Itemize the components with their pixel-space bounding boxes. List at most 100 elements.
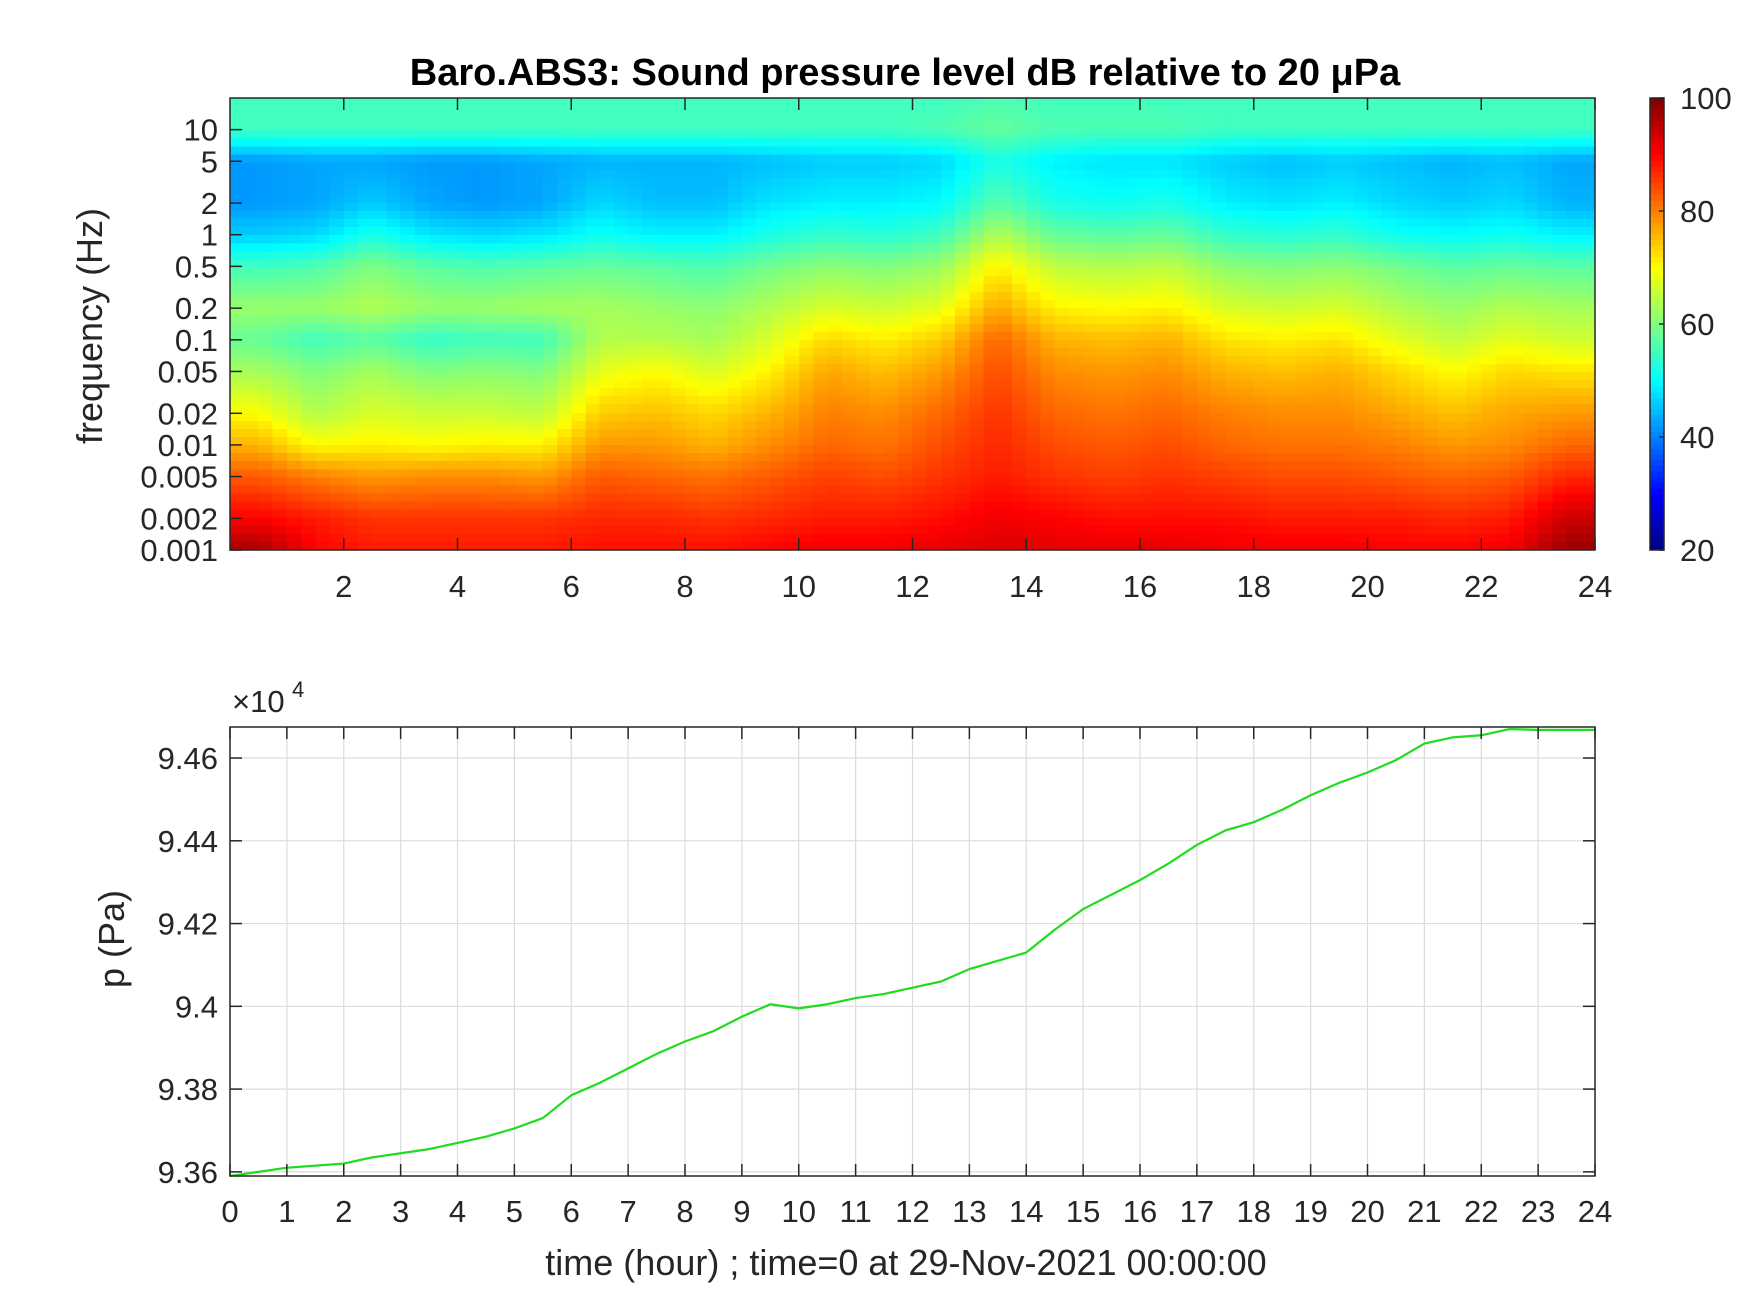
spectrogram-cell	[372, 251, 388, 261]
spectrogram-cell	[244, 138, 260, 148]
spectrogram-cell	[1438, 283, 1454, 293]
spectrogram-cell	[670, 445, 686, 454]
spectrogram-cell	[798, 493, 814, 503]
spectrogram-cell	[571, 98, 587, 107]
spectrogram-cell	[500, 227, 515, 236]
spectrogram-cell	[656, 412, 672, 422]
spectrogram-cell	[798, 227, 814, 236]
spectrogram-cell	[386, 194, 402, 204]
spectrogram-cell	[741, 501, 757, 511]
spectrogram-cell	[1438, 525, 1454, 535]
spectrogram-cell	[1196, 162, 1212, 172]
spectrogram-cell	[372, 412, 388, 422]
spectrogram-cell	[571, 211, 587, 220]
spectrogram-cell	[841, 372, 857, 382]
spectrogram-cell	[1438, 114, 1454, 123]
spectrogram-cell	[500, 98, 515, 107]
spectrogram-cell	[798, 235, 814, 244]
spectrogram-cell	[827, 428, 843, 438]
spectrogram-cell	[685, 445, 700, 454]
spectrogram-cell	[642, 235, 658, 244]
spectrogram-cell	[798, 315, 814, 325]
spectrogram-cell	[628, 533, 643, 543]
spectrogram-cell	[1225, 130, 1241, 139]
spectrogram-cell	[1083, 404, 1098, 414]
spectrogram-cell	[1481, 485, 1497, 495]
spectrogram-cell	[784, 154, 800, 164]
spectrogram-cell	[1339, 364, 1354, 374]
spectrogram-cell	[926, 227, 942, 236]
spectrogram-cell	[1296, 307, 1312, 317]
spectrogram-cell	[1068, 525, 1084, 535]
spectrogram-cell	[1097, 98, 1113, 107]
spectrogram-cell	[315, 493, 331, 503]
spectrogram-cell	[1282, 130, 1298, 139]
spectrogram-cell	[642, 493, 658, 503]
spectrogram-cell	[500, 461, 515, 470]
spectrogram-cell	[244, 162, 260, 172]
spectrogram-cell	[969, 202, 985, 212]
spectrogram-cell	[699, 356, 715, 365]
spectrogram-cell	[1324, 243, 1340, 252]
spectrogram-cell	[1467, 437, 1482, 446]
spectrogram-cell	[969, 396, 985, 406]
spectrogram-cell	[997, 533, 1013, 543]
spectrogram-cell	[756, 299, 771, 309]
spectrogram-cell	[1068, 106, 1084, 115]
spectrogram-cell	[400, 138, 416, 148]
spectrogram-cell	[1012, 509, 1027, 519]
spectrogram-cell	[1267, 428, 1283, 438]
spectrogram-cell	[1267, 461, 1283, 470]
spectrogram-cell	[699, 509, 715, 519]
spectrogram-cell	[1111, 453, 1127, 462]
spectrogram-cell	[1282, 275, 1298, 285]
spectrogram-cell	[1168, 146, 1184, 156]
spectrogram-cell	[713, 259, 729, 269]
spectrogram-cell	[1154, 186, 1170, 196]
spectrogram-cell	[1239, 485, 1255, 495]
spectrogram-cell	[301, 541, 316, 551]
spectrogram-cell	[1395, 525, 1411, 535]
spectrogram-cell	[1083, 388, 1098, 398]
spectrogram-cell	[443, 170, 459, 180]
spectrogram-cell	[713, 493, 729, 503]
spectrogram-cell	[741, 275, 757, 285]
spectrogram-cell	[1467, 332, 1482, 341]
spectrogram-cell	[1211, 364, 1226, 374]
spectrogram-cell	[1395, 412, 1411, 422]
spectrogram-cell	[869, 453, 885, 462]
spectrogram-cell	[1381, 517, 1397, 527]
spectrogram-cell	[343, 469, 359, 478]
spectrogram-cell	[1168, 533, 1184, 543]
spectrogram-cell	[1481, 98, 1497, 107]
spectrogram-cell	[1395, 332, 1411, 341]
spectrogram-cell	[869, 219, 885, 228]
spectrogram-cell	[1452, 388, 1468, 398]
spectrogram-cell	[386, 485, 402, 495]
spectrogram-cell	[1068, 493, 1084, 503]
spectrogram-cell	[1353, 437, 1369, 446]
spectrogram-cell	[1310, 138, 1326, 148]
spectrogram-cell	[1211, 412, 1226, 422]
spectrogram-cell	[1467, 356, 1482, 365]
spectrogram-cell	[528, 211, 544, 220]
spectrogram-cell	[1040, 154, 1056, 164]
spectrogram-cell	[756, 283, 771, 293]
spectrogram-cell	[1381, 154, 1397, 164]
spectrogram-cell	[1367, 380, 1383, 390]
spectrogram-cell	[1481, 130, 1497, 139]
spectrogram-cell	[1140, 380, 1155, 390]
spectrogram-cell	[1154, 388, 1170, 398]
spectrogram-cell	[414, 146, 430, 156]
spectrogram-cell	[812, 388, 828, 398]
spectrogram-cell	[1168, 259, 1184, 269]
spectrogram-cell	[1040, 235, 1056, 244]
spectrogram-cell	[1339, 283, 1354, 293]
spectrogram-cell	[699, 533, 715, 543]
spectrogram-cell	[1495, 186, 1511, 196]
spectrogram-cell	[926, 388, 942, 398]
spectrogram-cell	[997, 340, 1013, 349]
spectrogram-cell	[1452, 412, 1468, 422]
spectrogram-cell	[1239, 372, 1255, 382]
spectrogram-cell	[1424, 251, 1440, 261]
